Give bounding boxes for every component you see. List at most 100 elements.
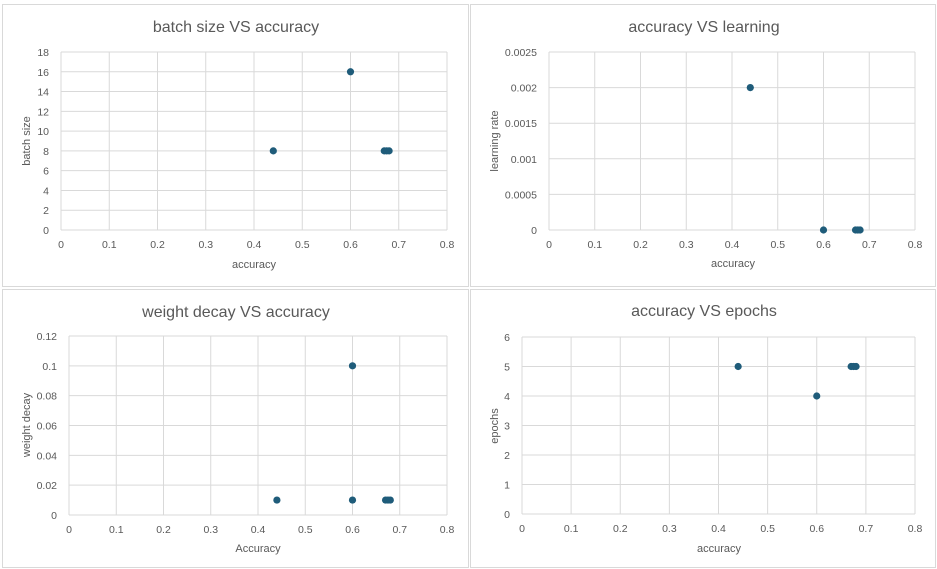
x-tick-label: 0.1 <box>564 523 579 535</box>
gridlines <box>60 51 448 231</box>
x-tick-label: 0.2 <box>613 523 628 535</box>
x-tick-label: 0.4 <box>247 239 262 251</box>
x-tick-label: 0.4 <box>711 523 726 535</box>
chart-title: batch size VS accuracy <box>153 19 319 36</box>
data-point <box>819 226 828 234</box>
y-tick-label: 0.02 <box>37 480 58 492</box>
gridlines <box>521 336 916 515</box>
x-tick-label: 0 <box>519 523 525 535</box>
x-tick-label: 0.4 <box>725 239 740 251</box>
y-tick-labels: 0 1 2 3 4 5 6 <box>504 332 510 521</box>
x-tick-label: 0.5 <box>770 239 785 251</box>
y-tick-label: 0 <box>51 510 57 522</box>
y-tick-label: 0.001 <box>511 154 537 166</box>
data-points <box>734 362 860 400</box>
data-point <box>746 84 754 92</box>
x-tick-label: 0.6 <box>345 524 360 536</box>
y-tick-label: 0.0015 <box>505 118 537 130</box>
y-tick-label: 6 <box>43 166 49 178</box>
chart-panel-batch-size: batch size VS accuracy 0 2 4 6 8 10 12 14 16 18 0… <box>2 4 469 287</box>
x-tick-label: 0.6 <box>343 239 358 251</box>
chart-svg-learning-rate: accuracy VS learning 00.00050.0010.00150… <box>489 19 922 270</box>
data-point <box>385 147 393 155</box>
data-point <box>856 226 864 234</box>
x-tick-label: 0.8 <box>908 523 923 535</box>
x-tick-label: 0.4 <box>251 524 266 536</box>
x-tick-label: 0.8 <box>440 524 455 536</box>
y-tick-label: 0.08 <box>37 391 58 403</box>
y-tick-label: 4 <box>504 391 510 403</box>
y-tick-label: 8 <box>43 146 49 158</box>
x-tick-label: 0.7 <box>392 524 407 536</box>
chart-title: accuracy VS learning <box>628 19 779 36</box>
x-tick-label: 0.8 <box>908 239 923 251</box>
x-tick-labels: 0 0.1 0.2 0.3 0.4 0.5 0.6 0.7 0.8 <box>58 239 454 251</box>
x-tick-label: 0.7 <box>862 239 877 251</box>
x-tick-label: 0.3 <box>203 524 218 536</box>
x-tick-label: 0.2 <box>633 239 648 251</box>
y-axis-label: epochs <box>489 408 501 444</box>
x-tick-labels: 0 0.1 0.2 0.3 0.4 0.5 0.6 0.7 0.8 <box>546 239 922 251</box>
x-tick-label: 0.5 <box>760 523 775 535</box>
gridlines <box>548 51 916 231</box>
y-tick-label: 3 <box>504 421 510 433</box>
chart-svg-epochs: accuracy VS epochs 0 1 2 3 4 5 6 0 0.1 0.2 0.3 0.4… <box>489 303 922 555</box>
x-tick-label: 0.3 <box>679 239 694 251</box>
data-points <box>269 68 393 155</box>
data-points <box>273 362 394 504</box>
chart-panel-weight-decay: weight decay VS accuracy 0 0.02 0.04 0.06 0.… <box>2 289 469 568</box>
y-tick-labels: 0 0.02 0.04 0.06 0.08 0.1 0.12 <box>37 331 58 522</box>
y-axis-label: learning rate <box>489 110 501 171</box>
chart-svg-weight-decay: weight decay VS accuracy 0 0.02 0.04 0.06 0.… <box>21 304 454 555</box>
data-point <box>813 392 821 400</box>
chart-panel-learning-rate: accuracy VS learning 0 0.0005 0.001 0.0015 0… <box>470 4 936 287</box>
data-point <box>386 496 394 504</box>
x-tick-label: 0.2 <box>156 524 171 536</box>
y-tick-label: 0 <box>504 509 510 521</box>
x-tick-label: 0.3 <box>198 239 213 251</box>
y-tick-label: 16 <box>37 67 49 79</box>
y-tick-label: 0.0025 <box>505 47 537 59</box>
y-tick-label: 14 <box>37 87 49 99</box>
chart-title: weight decay VS accuracy <box>141 304 330 321</box>
y-tick-label: 0.04 <box>37 450 58 462</box>
x-tick-label: 0.7 <box>859 523 874 535</box>
data-point <box>346 68 355 76</box>
x-tick-label: 0.1 <box>109 524 124 536</box>
y-tick-label: 0.12 <box>37 331 58 343</box>
y-tick-label: 18 <box>37 47 49 59</box>
x-tick-label: 0.1 <box>587 239 602 251</box>
y-tick-label: 10 <box>37 126 49 138</box>
x-tick-label: 0.2 <box>150 239 165 251</box>
y-axis-label: batch size <box>21 116 33 166</box>
chart-panel-epochs: accuracy VS epochs 0 1 2 3 4 5 6 0 0.1 0.2 0.3 0.4… <box>470 289 936 568</box>
data-point <box>269 147 277 155</box>
y-tick-label: 2 <box>504 450 510 462</box>
data-point <box>852 362 860 371</box>
data-point <box>273 496 281 504</box>
x-tick-label: 0.6 <box>816 239 831 251</box>
y-tick-label: 0 <box>43 225 49 237</box>
chart-title: accuracy VS epochs <box>631 303 777 320</box>
x-axis-label: accuracy <box>232 259 277 271</box>
x-tick-label: 0.3 <box>662 523 677 535</box>
x-tick-label: 0 <box>58 239 64 251</box>
data-points <box>746 84 864 234</box>
y-tick-label: 4 <box>43 185 49 197</box>
chart-svg-batch-size: batch size VS accuracy 0 2 4 6 8 10 12 14 16 18 0… <box>21 19 454 271</box>
x-tick-label: 0.5 <box>298 524 313 536</box>
y-tick-label: 0 <box>531 225 537 237</box>
x-tick-label: 0.1 <box>102 239 117 251</box>
y-tick-label: 6 <box>504 332 510 344</box>
y-tick-label: 0.002 <box>511 83 537 95</box>
x-axis-label: accuracy <box>711 258 756 270</box>
y-tick-labels: 0 2 4 6 8 10 12 14 16 18 <box>37 47 49 237</box>
x-tick-label: 0 <box>546 239 552 251</box>
y-tick-label: 1 <box>504 480 510 492</box>
x-tick-labels: 0 0.1 0.2 0.3 0.4 0.5 0.6 0.7 0.8 <box>519 523 922 535</box>
x-axis-label: accuracy <box>697 543 742 555</box>
x-tick-labels: 0 0.1 0.2 0.3 0.4 0.5 0.6 0.7 0.8 <box>66 524 454 536</box>
x-tick-label: 0 <box>66 524 72 536</box>
gridlines <box>68 335 448 516</box>
y-axis-label: weight decay <box>21 392 33 458</box>
